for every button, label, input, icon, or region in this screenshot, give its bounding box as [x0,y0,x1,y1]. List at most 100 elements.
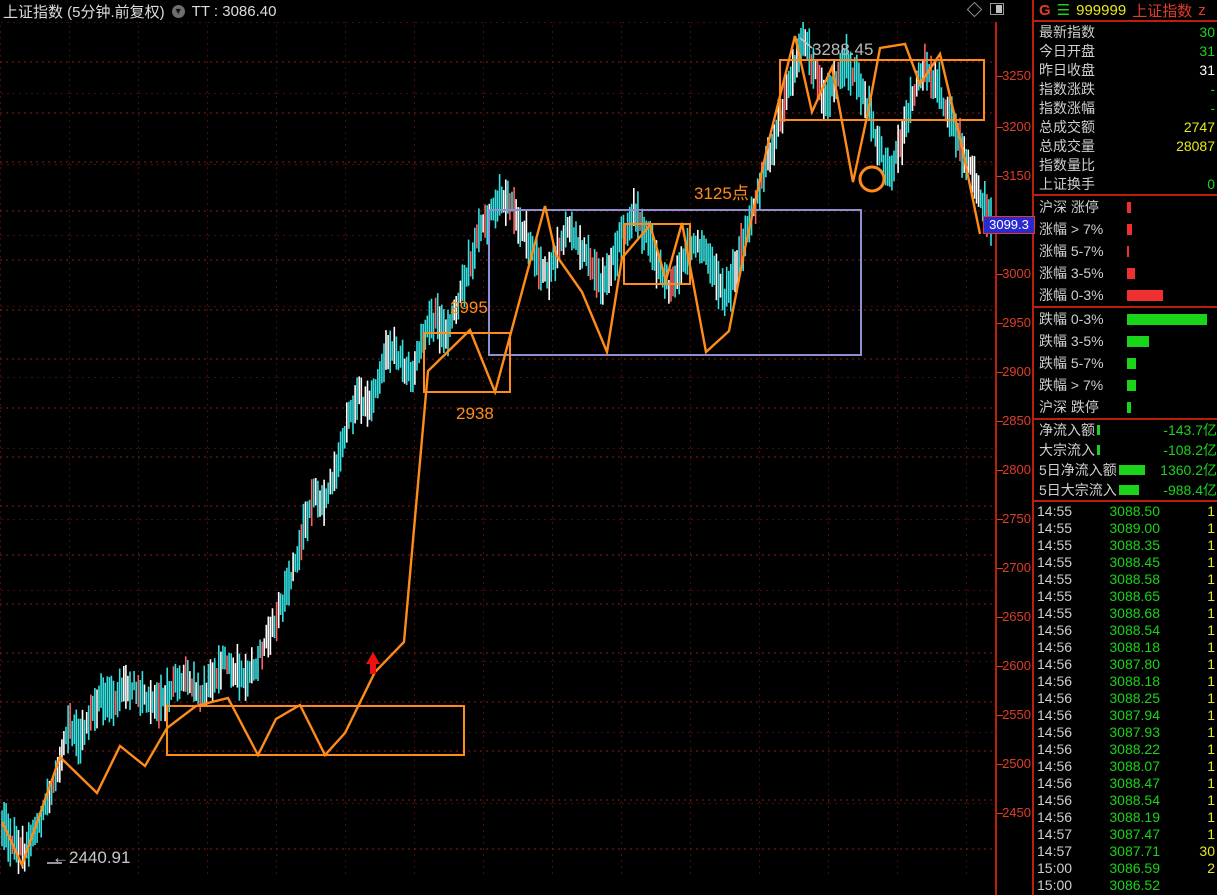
chart-area[interactable]: 3288.45 3125点 2995 2938 ←2440.91 用到DLL函数… [0,22,1035,895]
tick-row[interactable]: 14:56 3087.80 1 [1034,655,1217,672]
price-axis-tick [997,323,1003,324]
tick-time: 14:56 [1037,791,1073,808]
tick-volume: 1 [1207,740,1215,757]
distribution-bar [1127,335,1149,347]
tick-price: 3086.52 [1109,876,1160,893]
tick-row[interactable]: 14:56 3088.54 1 [1034,791,1217,808]
stat-row: 指数涨幅 - [1034,98,1217,117]
chevron-down-circle-icon[interactable]: ▼ [171,4,185,18]
distribution-label: 沪深 跌停 [1039,399,1099,415]
stat-label: 总成交量 [1039,137,1095,154]
tick-row[interactable]: 14:55 3088.68 1 [1034,604,1217,621]
tick-price: 3087.71 [1109,842,1160,859]
tick-row[interactable]: 14:56 3088.07 1 [1034,757,1217,774]
distribution-row: 涨幅 3-5% [1034,262,1217,284]
stat-row: 指数涨跌 - [1034,79,1217,98]
flow-row: 5日净流入额 1360.2亿 [1034,460,1217,480]
tick-time: 14:55 [1037,519,1073,536]
tick-price: 3088.18 [1109,672,1160,689]
tick-row[interactable]: 14:57 3087.71 30 [1034,842,1217,859]
tick-row[interactable]: 14:56 3088.19 1 [1034,808,1217,825]
tick-time: 14:56 [1037,706,1073,723]
distribution-row: 沪深 涨停 [1034,196,1217,218]
price-axis-tick [997,274,1003,275]
price-axis-label: 2850 [1002,413,1031,428]
price-axis: 3250320031503050300029502900285028002750… [995,22,1032,895]
losers-distribution: 跌幅 0-3% 跌幅 3-5% 跌幅 5-7% 跌幅 > 7% 沪深 跌停 [1034,308,1217,420]
flow-bar [1097,445,1100,455]
gainers-distribution: 沪深 涨停 涨幅 > 7% 涨幅 5-7% 涨幅 3-5% 涨幅 0-3% [1034,196,1217,308]
tick-list[interactable]: 14:55 3088.50 1 14:55 3089.00 1 14:55 3088.35 1 1… [1034,502,1217,893]
range-box-3125 [488,209,862,356]
tick-price: 3088.07 [1109,757,1160,774]
price-axis-label: 2750 [1002,511,1031,526]
flow-label: 5日净流入额 [1039,462,1117,478]
tick-price: 3088.54 [1109,621,1160,638]
tick-price: 3088.19 [1109,808,1160,825]
stat-value: 30 [1199,23,1215,40]
tick-row[interactable]: 14:57 3087.47 1 [1034,825,1217,842]
tick-row[interactable]: 14:55 3089.00 1 [1034,519,1217,536]
current-price-tag: 3099.3 [983,216,1035,234]
flow-bar [1118,465,1145,475]
tick-volume: 1 [1207,672,1215,689]
stat-label: 上证换手 [1039,175,1095,192]
tick-row[interactable]: 15:00 3086.59 2 [1034,859,1217,876]
zigzag-trendline [0,35,982,869]
flow-value: -988.4亿 [1163,482,1217,498]
price-axis-label: 2800 [1002,462,1031,477]
distribution-row: 涨幅 0-3% [1034,284,1217,306]
distribution-row: 跌幅 5-7% [1034,352,1217,374]
tick-volume: 1 [1207,553,1215,570]
stat-value: 28087 [1176,137,1215,154]
tick-price: 3086.59 [1109,859,1160,876]
tick-volume: 1 [1207,570,1215,587]
distribution-row: 跌幅 3-5% [1034,330,1217,352]
tick-price: 3088.54 [1109,791,1160,808]
distribution-label: 沪深 涨停 [1039,199,1099,215]
tick-volume: 1 [1207,757,1215,774]
tick-volume: 1 [1207,723,1215,740]
tick-row[interactable]: 14:55 3088.65 1 [1034,587,1217,604]
right-info-panel[interactable]: G ☰ 999999 上证指数 z 最新指数 30 今日开盘 31 昨日收盘 31 指数涨跌… [1032,0,1217,895]
tick-row[interactable]: 14:56 3088.18 1 [1034,638,1217,655]
stat-row: 上证换手 0 [1034,174,1217,193]
tick-row[interactable]: 14:56 3088.54 1 [1034,621,1217,638]
tick-row[interactable]: 14:56 3088.18 1 [1034,672,1217,689]
tick-row[interactable]: 14:56 3087.93 1 [1034,723,1217,740]
flow-label: 大宗流入 [1039,442,1095,458]
tick-row[interactable]: 14:56 3088.47 1 [1034,774,1217,791]
tick-time: 14:56 [1037,638,1073,655]
price-axis-label: 2650 [1002,609,1031,624]
tick-row[interactable]: 15:00 3086.52 [1034,876,1217,893]
tick-time: 14:56 [1037,723,1073,740]
tick-time: 14:56 [1037,672,1073,689]
tick-row[interactable]: 14:55 3088.35 1 [1034,536,1217,553]
tick-row[interactable]: 14:56 3088.25 1 [1034,689,1217,706]
tick-row[interactable]: 14:55 3088.50 1 [1034,502,1217,519]
tick-price: 3087.93 [1109,723,1160,740]
stat-row: 总成交量 28087 [1034,136,1217,155]
price-axis-tick [997,617,1003,618]
stat-label: 指数涨幅 [1039,99,1095,116]
tick-time: 15:00 [1037,859,1073,876]
tick-row[interactable]: 14:56 3087.94 1 [1034,706,1217,723]
chart-plot[interactable]: 3288.45 3125点 2995 2938 ←2440.91 用到DLL函数 [0,22,995,874]
flow-value: -143.7亿 [1163,422,1217,438]
tick-row[interactable]: 14:55 3088.58 1 [1034,570,1217,587]
split-view-icon[interactable] [990,3,1004,15]
distribution-label: 跌幅 5-7% [1039,355,1104,371]
tick-time: 14:55 [1037,553,1073,570]
security-code[interactable]: 999999 [1076,1,1127,19]
security-name[interactable]: 上证指数 [1132,2,1193,20]
tick-price: 3088.22 [1109,740,1160,757]
distribution-bar [1127,223,1132,235]
hamburger-icon[interactable]: ☰ [1056,2,1071,19]
diamond-icon[interactable] [966,1,983,17]
tick-row[interactable]: 14:55 3088.45 1 [1034,553,1217,570]
instrument-title[interactable]: 上证指数 (5分钟.前复权) [3,3,165,21]
tick-row[interactable]: 14:56 3088.22 1 [1034,740,1217,757]
stat-row: 最新指数 30 [1034,22,1217,41]
header-tail: z [1198,1,1206,19]
tick-time: 14:55 [1037,587,1073,604]
